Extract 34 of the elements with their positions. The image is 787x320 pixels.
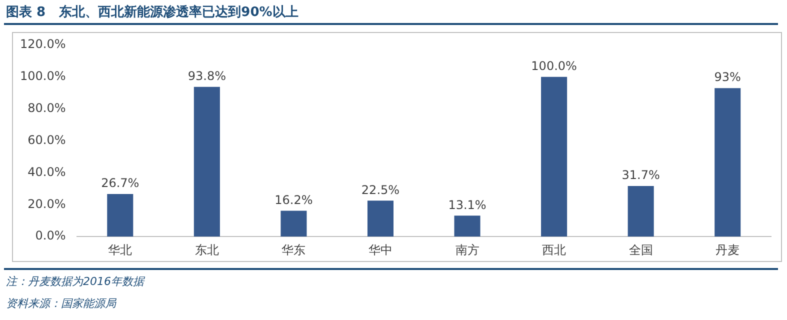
data-label: 22.5%: [361, 182, 400, 197]
y-tick-label: 40.0%: [28, 164, 66, 179]
text: 注：丹麦数据为2016年数据: [6, 274, 144, 289]
x-tick-label: 华北: [108, 242, 132, 257]
bar: [714, 88, 741, 237]
y-tick-label: 20.0%: [28, 196, 66, 211]
data-label: 16.2%: [274, 192, 313, 207]
y-tick-label: 80.0%: [28, 100, 66, 115]
data-label: 26.7%: [101, 176, 140, 190]
x-tick-label: 丹麦: [716, 242, 740, 257]
x-tick-label: 全国: [628, 242, 653, 257]
data-label: 93%: [714, 70, 741, 84]
data-label: 13.1%: [448, 198, 486, 212]
bar: [628, 186, 654, 237]
x-tick-label: 西北: [542, 242, 566, 257]
bar: [367, 200, 394, 237]
x-tick-label: 东北: [194, 242, 219, 257]
bar: [541, 76, 568, 237]
bar: [454, 216, 480, 237]
text: 资料来源：国家能源局: [6, 296, 116, 311]
bar: [107, 194, 134, 237]
chart-title: 图表 8 东北、西北新能源渗透率已达到90%以上: [6, 4, 298, 21]
y-tick-label: 120.0%: [20, 37, 66, 52]
data-label: 100.0%: [531, 59, 577, 74]
bar: [280, 210, 307, 237]
bar: [194, 86, 220, 237]
x-tick-label: 南方: [455, 242, 480, 257]
y-tick-label: 60.0%: [28, 132, 66, 147]
y-tick-label: 100.0%: [20, 69, 66, 84]
x-tick-label: 华中: [368, 242, 392, 257]
data-label: 93.8%: [188, 68, 226, 83]
x-tick-label: 华东: [282, 242, 306, 257]
data-label: 31.7%: [622, 168, 660, 182]
y-tick-label: 0.0%: [35, 228, 66, 243]
